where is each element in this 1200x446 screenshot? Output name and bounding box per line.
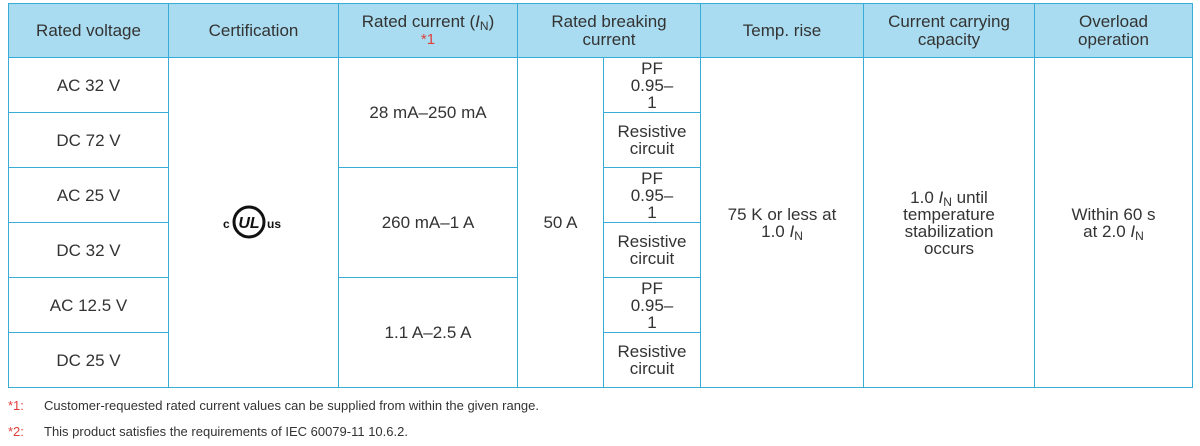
text: Overload operation xyxy=(1078,11,1149,49)
text: Within 60 s at 2.0 IN xyxy=(1064,204,1164,243)
text: until temperature stabilization occurs xyxy=(903,187,995,258)
spec-table: Rated voltage Certification Rated curren… xyxy=(8,3,1193,388)
row: AC 12.5 V 1.1 A–2.5 A PF 0.95–1 xyxy=(8,277,1193,388)
row: AC 32 V c UL us 28 mA–250 mA 50 A PF 0.9… xyxy=(8,57,1193,388)
ul-logo: c UL us xyxy=(223,205,281,239)
text: Resistive circuit xyxy=(617,342,687,378)
text: Within 60 s at 2.0 xyxy=(1071,204,1156,241)
footnote-mark: *2: xyxy=(8,424,24,439)
row: DC 25 V Resistive circuit xyxy=(8,332,1193,388)
footnote-text: Customer-requested rated current values … xyxy=(44,398,539,413)
header-cell: Temp. rise xyxy=(700,3,864,58)
footnote: *2: This product satisfies the requiremen… xyxy=(8,424,408,439)
text: ) xyxy=(488,11,495,31)
cell: Resistive circuit xyxy=(603,332,701,388)
text: Resistive circuit xyxy=(617,122,687,158)
cell: 260 mA–1 A xyxy=(338,167,518,278)
cell: 75 K or less at 1.0 IN xyxy=(700,57,864,388)
footnote: *1: Customer-requested rated current valu… xyxy=(8,398,539,413)
header-cell: Current carrying capacity xyxy=(863,3,1035,58)
cell: 28 mA–250 mA xyxy=(338,57,518,168)
text: N xyxy=(1135,228,1144,243)
cell: DC 72 V xyxy=(8,112,169,168)
text: I xyxy=(938,187,944,207)
logo-circle xyxy=(232,205,265,239)
text: Resistive circuit xyxy=(617,232,687,268)
text: PF 0.95–1 xyxy=(630,168,674,222)
text: PF 0.95–1 xyxy=(630,58,674,112)
text: 1.0 IN until temperature stabilization o… xyxy=(892,189,1007,257)
logo-text: UL xyxy=(238,215,259,232)
cell: Within 60 s at 2.0 IN xyxy=(1034,57,1193,388)
header-cell: Certification xyxy=(168,3,339,58)
text: Rated breaking current xyxy=(551,11,667,49)
text: N xyxy=(794,228,803,243)
cell: 1.1 A–2.5 A xyxy=(338,277,518,388)
header-cell: Rated current (IN) *1 xyxy=(338,3,518,58)
footnote-text: This product satisfies the requirements … xyxy=(44,424,408,439)
text: Rated current ( xyxy=(361,11,476,31)
text: N xyxy=(943,194,952,209)
text: I xyxy=(1130,221,1136,241)
logo-text: us xyxy=(267,217,281,231)
note-mark: *1 xyxy=(420,30,436,48)
footnote-mark: *1: xyxy=(8,398,24,413)
cell: PF 0.95–1 xyxy=(603,277,701,333)
cell: Resistive circuit xyxy=(603,112,701,168)
header-cell: Rated voltage xyxy=(8,3,169,58)
text: I xyxy=(475,11,480,31)
header-cell: Overload operation xyxy=(1034,3,1193,58)
text: N xyxy=(479,18,489,33)
cell: AC 32 V xyxy=(8,57,169,113)
cell: Resistive circuit xyxy=(603,222,701,278)
header-cell: Rated breaking current xyxy=(517,3,701,58)
text: I xyxy=(789,221,795,241)
text: PF 0.95–1 xyxy=(630,278,674,332)
cell: DC 32 V xyxy=(8,222,169,278)
text: 75 K or less at 1.0 xyxy=(727,204,837,241)
cell: AC 12.5 V xyxy=(8,277,169,333)
row: DC 72 V Resistive circuit xyxy=(8,112,1193,168)
row: DC 32 V Resistive circuit xyxy=(8,222,1193,278)
cell: PF 0.95–1 xyxy=(603,167,701,223)
text: 75 K or less at 1.0 IN xyxy=(725,204,840,243)
cell: PF 0.95–1 xyxy=(603,57,701,113)
logo-text: c xyxy=(223,217,230,231)
cell: c UL us xyxy=(168,57,339,388)
cell: 50 A xyxy=(517,57,604,388)
header-row: Rated voltage Certification Rated curren… xyxy=(8,3,1193,58)
row: AC 25 V 260 mA–1 A PF 0.95–1 xyxy=(8,167,1193,278)
cell: DC 25 V xyxy=(8,332,169,388)
text: 1.0 xyxy=(910,187,939,207)
cell: 1.0 IN until temperature stabilization o… xyxy=(863,57,1035,388)
cell: AC 25 V xyxy=(8,167,169,223)
